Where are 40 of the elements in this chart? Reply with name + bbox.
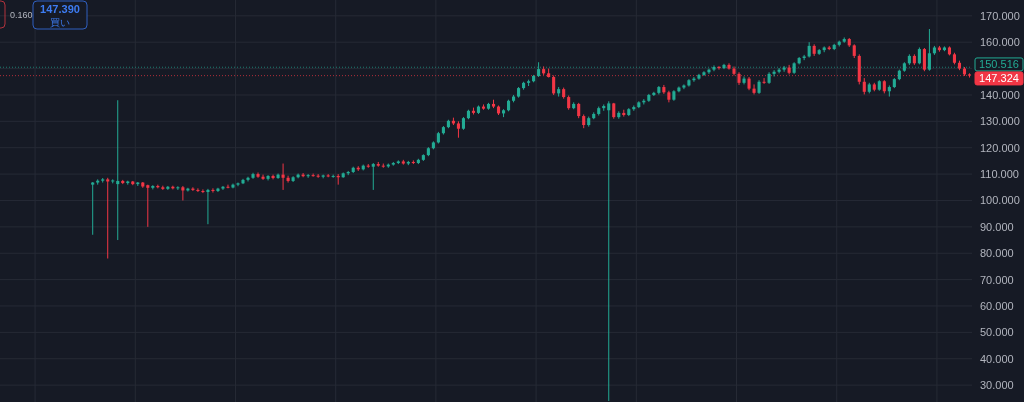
candlestick <box>116 99 120 241</box>
y-tick-label: 120.000 <box>980 141 1020 154</box>
y-tick-label: 100.000 <box>980 194 1020 207</box>
y-tick-label: 80.000 <box>980 247 1014 260</box>
candlestick <box>742 76 746 85</box>
candlestick <box>286 175 290 184</box>
candlestick <box>196 187 200 193</box>
y-tick-label: 30.000 <box>980 379 1014 392</box>
annotation: 0.160 <box>10 10 33 20</box>
candlestick <box>306 173 310 179</box>
candlestick <box>176 185 180 191</box>
candlestick <box>727 62 731 71</box>
candlestick <box>201 188 205 194</box>
candlestick <box>146 184 150 228</box>
y-tick-label: 130.000 <box>980 115 1020 128</box>
candlestick <box>607 100 611 402</box>
y-tick-label: 40.000 <box>980 352 1014 365</box>
y-tick-label: 110.000 <box>980 168 1019 181</box>
annotation: 買い <box>50 17 70 28</box>
y-tick-label: 170.000 <box>980 9 1020 22</box>
candlestick <box>216 187 220 193</box>
y-tick-label: 160.000 <box>980 36 1020 49</box>
candlestick <box>211 187 215 194</box>
y-tick-label: 50.000 <box>980 326 1014 339</box>
y-tick-label: 70.000 <box>980 273 1014 286</box>
candlestick <box>221 185 225 191</box>
candlestick <box>922 47 926 72</box>
y-tick-label: 140.000 <box>980 88 1020 101</box>
candlestick <box>717 65 721 71</box>
candlestick <box>281 163 285 191</box>
candlestick <box>181 185 185 201</box>
y-tick-label: 90.000 <box>980 220 1014 233</box>
ref-line-label: 147.324 <box>979 72 1019 85</box>
candlestick <box>762 77 766 85</box>
y-tick-label: 60.000 <box>980 299 1014 312</box>
ref-line-label: 150.516 <box>979 58 1019 71</box>
candlestick <box>752 83 756 95</box>
annotation: 147.390 <box>40 3 80 15</box>
candlestick <box>261 174 265 181</box>
candlestick <box>371 162 375 191</box>
